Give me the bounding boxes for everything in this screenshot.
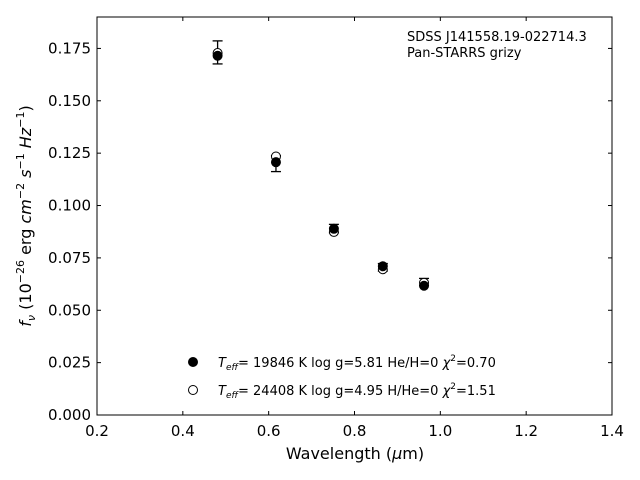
- legend-label-open: Teff= 24408 K log g=4.95 H/He=0 χ2=1.51: [218, 382, 496, 401]
- y-axis-label: fν (10−26 erg cm−2 s−1 Hz−1): [14, 105, 38, 326]
- data-marks: [212, 40, 430, 291]
- x-axis-label: Wavelength (μm): [286, 444, 424, 463]
- x-tick-label: 0.2: [85, 422, 109, 440]
- legend-marker-filled: [188, 357, 198, 367]
- y-tick-label: 0.150: [48, 92, 91, 110]
- legend-label-filled: Teff= 19846 K log g=5.81 He/H=0 χ2=0.70: [218, 354, 496, 373]
- x-tick-label: 0.8: [343, 422, 367, 440]
- axis-ticks: 0.2 0.4 0.6 0.8 1.0 1.2 1.4 0.000 0.025 0.050 0.07…: [48, 17, 624, 440]
- x-tick-label: 0.6: [257, 422, 281, 440]
- y-tick-label: 0.050: [48, 301, 91, 319]
- model-point-filled: [419, 280, 430, 291]
- x-tick-label: 1.4: [600, 422, 624, 440]
- y-tick-label: 0.125: [48, 144, 91, 162]
- model-point-filled: [377, 261, 388, 272]
- model-point-filled: [270, 157, 281, 168]
- model-point-filled: [212, 50, 223, 61]
- y-tick-label: 0.000: [48, 406, 91, 424]
- x-tick-label: 1.2: [514, 422, 538, 440]
- y-tick-label: 0.025: [48, 354, 91, 372]
- legend-marker-open: [188, 385, 198, 395]
- annotation-survey-name: Pan-STARRS grizy: [407, 46, 522, 61]
- model-point-filled: [328, 223, 339, 234]
- annotation-object-name: SDSS J141558.19-022714.3: [407, 30, 587, 45]
- y-tick-label: 0.175: [48, 39, 91, 57]
- y-tick-label: 0.100: [48, 197, 91, 215]
- x-tick-label: 0.4: [171, 422, 195, 440]
- y-tick-label: 0.075: [48, 249, 91, 267]
- x-tick-label: 1.0: [428, 422, 452, 440]
- legend: Teff= 19846 K log g=5.81 He/H=0 χ2=0.70 …: [188, 354, 496, 401]
